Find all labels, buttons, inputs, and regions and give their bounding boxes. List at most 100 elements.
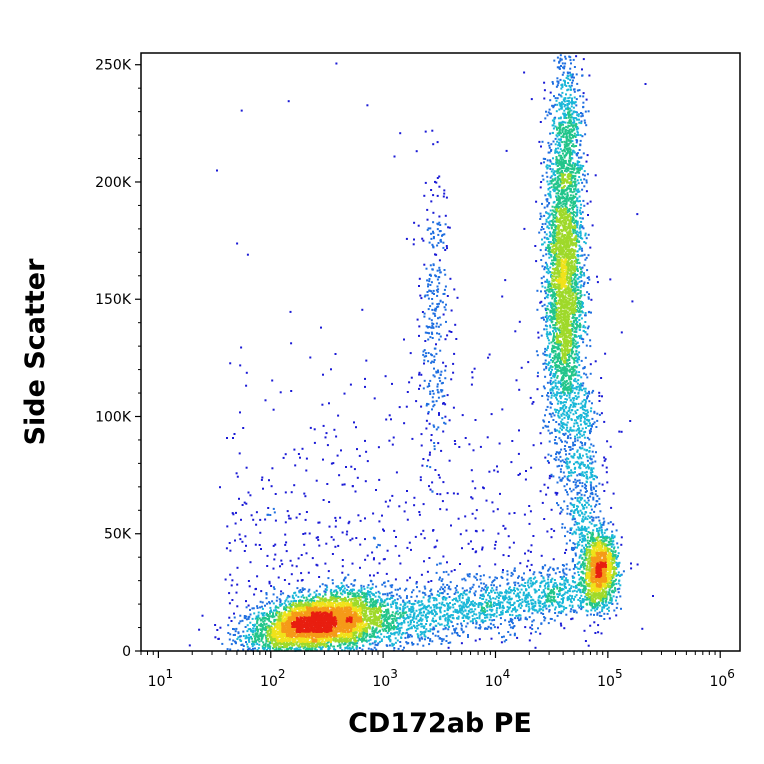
event-point xyxy=(598,391,601,394)
event-point xyxy=(435,325,438,328)
event-point xyxy=(557,117,560,120)
event-point xyxy=(243,550,246,552)
event-point xyxy=(567,474,570,477)
event-point xyxy=(578,431,581,434)
event-point xyxy=(559,117,562,120)
event-point xyxy=(574,387,577,390)
event-point xyxy=(571,113,574,116)
event-point xyxy=(398,505,401,508)
event-point xyxy=(576,220,579,223)
event-point xyxy=(556,409,559,412)
event-point xyxy=(446,492,449,495)
event-point xyxy=(498,614,501,616)
event-point xyxy=(430,439,433,442)
event-point xyxy=(579,599,582,602)
event-point xyxy=(598,614,601,617)
event-point xyxy=(438,338,441,341)
event-point xyxy=(550,143,553,146)
event-point xyxy=(548,355,551,358)
event-point xyxy=(246,624,249,627)
event-point xyxy=(343,591,346,594)
event-point xyxy=(256,575,259,578)
event-point xyxy=(489,616,492,619)
event-point xyxy=(552,392,555,395)
event-point xyxy=(613,546,616,549)
event-point xyxy=(556,386,559,388)
event-point xyxy=(619,584,622,587)
event-point xyxy=(249,613,252,616)
event-point xyxy=(531,612,534,615)
event-point xyxy=(373,537,376,540)
event-point xyxy=(474,487,477,490)
event-point xyxy=(429,393,432,395)
event-point xyxy=(547,345,549,348)
event-point xyxy=(393,529,396,532)
event-point xyxy=(543,362,546,365)
event-point xyxy=(539,584,542,587)
event-point xyxy=(576,282,579,285)
event-point xyxy=(547,272,550,275)
event-point xyxy=(298,513,301,516)
event-point xyxy=(552,336,555,339)
event-point xyxy=(467,617,470,620)
event-point xyxy=(475,621,478,624)
event-point xyxy=(548,288,551,291)
event-point xyxy=(429,273,432,276)
event-point xyxy=(540,608,543,611)
event-point xyxy=(571,595,574,598)
event-point xyxy=(570,527,573,530)
event-point xyxy=(508,596,511,598)
event-point xyxy=(415,400,418,403)
event-point xyxy=(448,419,451,422)
event-point xyxy=(548,202,551,204)
event-point xyxy=(325,432,328,435)
event-point xyxy=(356,591,359,594)
event-point xyxy=(579,209,581,212)
event-point xyxy=(473,617,476,620)
event-point xyxy=(428,422,431,425)
event-point xyxy=(597,531,600,534)
event-point xyxy=(584,326,587,329)
event-point xyxy=(579,164,582,167)
event-point xyxy=(436,228,439,231)
event-point xyxy=(569,598,572,601)
event-point xyxy=(616,588,619,591)
event-point xyxy=(258,544,261,546)
event-point xyxy=(583,294,586,297)
event-point xyxy=(546,265,549,268)
event-point xyxy=(592,519,595,522)
event-point xyxy=(429,305,432,308)
event-point xyxy=(484,619,487,622)
event-point xyxy=(513,569,516,572)
event-point xyxy=(575,566,578,569)
event-point xyxy=(447,642,450,644)
event-point xyxy=(554,116,557,119)
event-point xyxy=(590,609,593,612)
event-point xyxy=(444,223,447,226)
event-point xyxy=(437,288,440,291)
event-point xyxy=(511,589,514,592)
event-point xyxy=(417,624,420,627)
event-point xyxy=(539,600,542,603)
event-point xyxy=(560,58,563,61)
event-point xyxy=(513,586,516,589)
event-point xyxy=(567,75,570,78)
event-point xyxy=(426,402,428,405)
event-point xyxy=(315,479,318,482)
event-point xyxy=(570,109,573,112)
event-point xyxy=(434,180,436,183)
event-point xyxy=(564,81,566,84)
event-point xyxy=(574,531,577,534)
event-point xyxy=(259,518,262,521)
event-point xyxy=(239,635,241,638)
event-point xyxy=(452,492,455,495)
event-point xyxy=(367,647,370,650)
event-point xyxy=(418,608,421,611)
event-point xyxy=(616,542,619,545)
event-point xyxy=(588,422,591,425)
event-point xyxy=(546,226,549,229)
event-point xyxy=(324,593,327,596)
event-point xyxy=(432,237,435,240)
event-point xyxy=(409,627,412,630)
event-point xyxy=(542,426,545,429)
